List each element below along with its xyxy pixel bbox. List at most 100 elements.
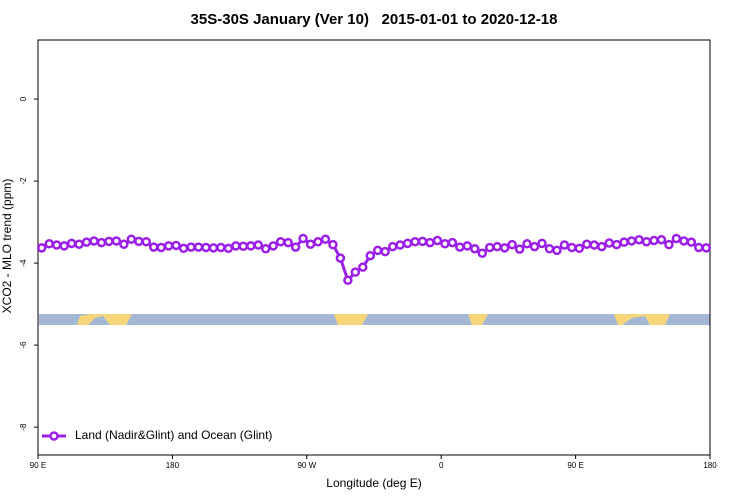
legend-marker bbox=[49, 431, 59, 441]
data-point bbox=[89, 236, 99, 246]
x-tick-label: 90 E bbox=[567, 461, 583, 470]
data-point bbox=[193, 242, 204, 252]
data-point bbox=[544, 243, 555, 254]
data-point bbox=[343, 275, 353, 286]
data-point bbox=[440, 239, 450, 249]
data-point bbox=[604, 238, 614, 248]
data-point bbox=[283, 237, 293, 248]
data-point bbox=[671, 233, 682, 244]
data-point bbox=[66, 238, 77, 249]
data-point bbox=[51, 240, 62, 250]
data-point bbox=[208, 243, 219, 253]
y-axis-label: XCO2 - MLO trend (ppm) bbox=[0, 179, 14, 314]
data-point bbox=[425, 237, 435, 248]
data-point bbox=[260, 243, 271, 254]
data-point bbox=[694, 242, 704, 253]
data-point bbox=[499, 243, 510, 253]
data-point bbox=[492, 241, 502, 252]
data-point bbox=[171, 240, 181, 251]
data-point bbox=[477, 248, 488, 258]
y-tick-label: -2 bbox=[19, 177, 28, 185]
data-point bbox=[686, 237, 697, 247]
data-point bbox=[589, 240, 600, 250]
land-ocean-strip bbox=[39, 314, 710, 325]
x-axis-label: Longitude (deg E) bbox=[326, 476, 421, 490]
lake-patch bbox=[88, 316, 110, 325]
x-tick-label: 180 bbox=[166, 461, 180, 470]
data-point bbox=[96, 237, 107, 248]
data-point bbox=[664, 239, 674, 250]
data-point bbox=[275, 237, 286, 247]
y-tick-label: -6 bbox=[19, 341, 28, 349]
data-point bbox=[201, 242, 211, 253]
data-point bbox=[582, 239, 592, 249]
data-point bbox=[574, 243, 585, 254]
data-point bbox=[216, 242, 226, 253]
data-point bbox=[134, 236, 144, 247]
legend-label: Land (Nadir&Glint) and Ocean (Glint) bbox=[75, 428, 272, 442]
data-point bbox=[186, 242, 196, 252]
data-point bbox=[141, 237, 152, 247]
data-point bbox=[529, 241, 540, 252]
data-point bbox=[44, 239, 54, 249]
data-point bbox=[462, 241, 473, 251]
data-point bbox=[417, 236, 428, 247]
data-point bbox=[701, 243, 712, 253]
data-point bbox=[410, 237, 420, 247]
data-point bbox=[350, 267, 361, 277]
data-point bbox=[372, 245, 383, 256]
data-point bbox=[447, 237, 458, 248]
data-point bbox=[163, 241, 174, 251]
data-point bbox=[238, 241, 249, 252]
data-point bbox=[126, 234, 137, 245]
data-point bbox=[641, 237, 652, 247]
data-point bbox=[455, 242, 465, 252]
x-tick-label: 90 E bbox=[30, 461, 46, 470]
data-point bbox=[59, 241, 69, 251]
lake-patch bbox=[622, 316, 650, 325]
data-point bbox=[387, 241, 398, 252]
ocean-band bbox=[39, 314, 710, 325]
x-tick-label: 180 bbox=[703, 461, 717, 470]
data-point bbox=[484, 242, 495, 253]
data-point bbox=[231, 241, 241, 251]
data-point bbox=[320, 234, 331, 245]
y-tick-label: -4 bbox=[19, 259, 28, 267]
data-point bbox=[223, 243, 234, 254]
data-point bbox=[253, 240, 264, 250]
y-tick-label: -8 bbox=[19, 423, 28, 431]
data-point bbox=[313, 237, 323, 247]
data-point bbox=[298, 233, 308, 244]
data-point bbox=[365, 250, 376, 261]
data-point bbox=[246, 241, 256, 251]
data-point bbox=[470, 243, 480, 254]
data-point bbox=[36, 243, 47, 253]
data-point bbox=[596, 241, 607, 252]
data-point bbox=[148, 242, 159, 252]
data-point bbox=[358, 262, 368, 272]
data-point bbox=[537, 238, 547, 249]
data-point bbox=[634, 234, 644, 245]
data-point bbox=[111, 236, 122, 246]
data-point bbox=[156, 242, 166, 253]
data-point bbox=[119, 239, 129, 249]
land-patch bbox=[334, 314, 368, 325]
data-point bbox=[74, 239, 84, 249]
data-point bbox=[619, 237, 629, 247]
data-point bbox=[679, 236, 689, 246]
data-point bbox=[626, 236, 637, 246]
data-point bbox=[328, 239, 338, 250]
data-point bbox=[649, 235, 659, 246]
data-point bbox=[380, 246, 390, 257]
data-point bbox=[514, 244, 525, 254]
data-point bbox=[104, 236, 114, 247]
data-point bbox=[567, 242, 577, 253]
data-point bbox=[507, 239, 517, 250]
y-tick-label: 0 bbox=[19, 96, 28, 101]
data-point bbox=[335, 253, 346, 263]
data-point bbox=[268, 241, 278, 251]
data-point bbox=[81, 237, 92, 247]
data-point bbox=[611, 239, 622, 250]
x-tick-label: 90 W bbox=[297, 461, 316, 470]
